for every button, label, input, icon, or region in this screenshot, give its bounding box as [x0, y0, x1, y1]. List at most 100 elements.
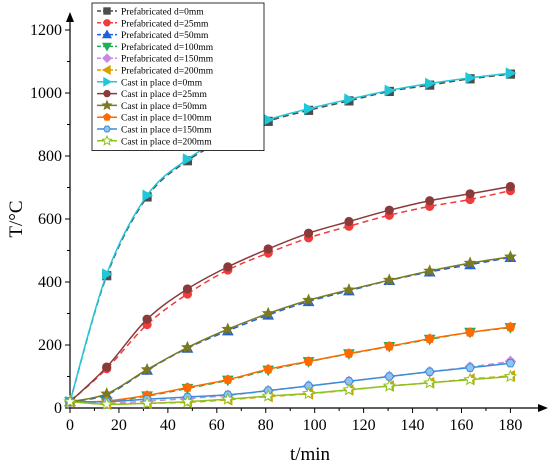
- legend-label: Prefabricated d=150mm: [121, 54, 214, 65]
- data-point-cast-in-place-d-25mm: [465, 189, 475, 199]
- data-point-cast-in-place-d-200mm: [140, 396, 154, 409]
- series-line-cast-in-place-d-100mm: [69, 326, 511, 403]
- data-point-cast-in-place-d-25mm: [142, 314, 152, 324]
- legend-label: Cast in place d=25mm: [121, 90, 207, 100]
- data-point-cast-in-place-d-0mm: [102, 268, 113, 281]
- legend-item-prefabricated-d-50mm: Prefabricated d=50mm: [97, 29, 209, 41]
- legend-item-cast-in-place-d-25mm: Cast in place d=25mm: [97, 89, 207, 100]
- legend-swatch-marker: [103, 89, 111, 98]
- data-point-cast-in-place-d-150mm: [303, 381, 314, 391]
- legend-label: Cast in place d=200mm: [121, 137, 212, 147]
- legend-swatch-marker: [102, 112, 112, 121]
- x-tick-label: 120: [352, 417, 376, 434]
- legend-label: Prefabricated d=200mm: [121, 66, 214, 77]
- data-point-cast-in-place-d-0mm: [303, 102, 315, 115]
- legend-swatch-marker: [103, 76, 113, 87]
- data-point-cast-in-place-d-0mm: [505, 67, 517, 80]
- legend-swatch-marker: [101, 65, 111, 75]
- data-point-cast-in-place-d-200mm: [503, 369, 518, 383]
- data-point-cast-in-place-d-100mm: [384, 341, 395, 351]
- data-point-cast-in-place-d-25mm: [102, 362, 112, 372]
- data-point-cast-in-place-d-25mm: [182, 284, 193, 294]
- legend-item-prefabricated-d-200mm: Prefabricated d=200mm: [97, 65, 214, 77]
- data-point-cast-in-place-d-150mm: [465, 363, 475, 372]
- data-point-cast-in-place-d-50mm: [382, 273, 396, 286]
- x-tick-label: 60: [209, 417, 225, 434]
- legend-swatch-marker: [102, 53, 112, 64]
- legend-label: Prefabricated d=50mm: [121, 30, 209, 41]
- data-point-cast-in-place-d-100mm: [424, 333, 435, 343]
- axes-layer: 0 20 40 60 80 100 120 140 160 180 0 200 400 600 800 100…: [30, 12, 548, 434]
- series-cast-in-place-d-50mm: [63, 250, 517, 408]
- series-line-cast-in-place-d-50mm: [69, 256, 511, 403]
- y-tick-label: 1000: [30, 85, 62, 102]
- data-point-cast-in-place-d-0mm: [465, 72, 477, 84]
- data-point-cast-in-place-d-25mm: [384, 205, 394, 215]
- data-point-cast-in-place-d-50mm: [261, 306, 275, 319]
- legend-label: Cast in place d=150mm: [121, 126, 212, 136]
- data-point-cast-in-place-d-200mm: [342, 382, 356, 396]
- legend-frame: [91, 2, 265, 152]
- data-point-cast-in-place-d-50mm: [140, 362, 154, 376]
- data-point-cast-in-place-d-200mm: [63, 394, 77, 408]
- data-point-cast-in-place-d-0mm: [384, 84, 396, 97]
- y-tick-label: 400: [38, 274, 62, 291]
- x-axis-title: t/min: [290, 444, 331, 465]
- legend-item-prefabricated-d-25mm: Prefabricated d=25mm: [97, 18, 209, 29]
- data-point-cast-in-place-d-0mm: [425, 77, 436, 90]
- legend-swatch-marker: [103, 125, 111, 133]
- series-cast-in-place-d-200mm: [63, 369, 518, 410]
- legend-item-prefabricated-d-150mm: Prefabricated d=150mm: [97, 53, 214, 65]
- x-tick-label: 40: [160, 417, 176, 434]
- data-point-cast-in-place-d-25mm: [223, 262, 233, 272]
- data-point-cast-in-place-d-50mm: [221, 322, 235, 335]
- data-point-cast-in-place-d-200mm: [301, 386, 316, 400]
- y-tick-label: 1200: [30, 22, 62, 39]
- data-point-cast-in-place-d-25mm: [344, 216, 354, 227]
- y-tick-label: 200: [38, 337, 62, 354]
- legend-label: Prefabricated d=25mm: [121, 18, 209, 29]
- series-line-cast-in-place-d-25mm: [69, 185, 511, 403]
- x-tick-label: 100: [303, 417, 327, 434]
- data-point-cast-in-place-d-100mm: [303, 356, 314, 366]
- legend-label: Cast in place d=50mm: [121, 102, 207, 112]
- data-point-cast-in-place-d-0mm: [344, 93, 355, 106]
- data-point-cast-in-place-d-100mm: [263, 364, 274, 374]
- data-point-cast-in-place-d-25mm: [303, 228, 314, 238]
- data-point-cast-in-place-d-50mm: [463, 256, 477, 269]
- data-point-cast-in-place-d-150mm: [384, 372, 395, 381]
- legend-label: Cast in place d=0mm: [121, 78, 203, 88]
- y-tick-label: 800: [38, 148, 62, 165]
- x-tick-label: 20: [111, 417, 127, 434]
- x-tick-label: 80: [258, 417, 274, 434]
- legend-swatch-marker: [103, 19, 111, 27]
- legend-item-cast-in-place-d-150mm: Cast in place d=150mm: [97, 126, 212, 136]
- data-point-cast-in-place-d-200mm: [382, 378, 396, 392]
- legend-swatch-marker: [102, 42, 112, 52]
- data-point-cast-in-place-d-50mm: [181, 340, 194, 353]
- y-axis-title: T/°C: [6, 200, 27, 237]
- data-point-cast-in-place-d-50mm: [504, 250, 517, 263]
- legend-label: Prefabricated d=100mm: [121, 42, 214, 53]
- data-point-cast-in-place-d-50mm: [423, 264, 437, 277]
- data-point-cast-in-place-d-200mm: [100, 397, 114, 410]
- data-point-cast-in-place-d-50mm: [302, 293, 315, 306]
- legend-item-cast-in-place-d-50mm: Cast in place d=50mm: [97, 99, 207, 112]
- data-point-cast-in-place-d-200mm: [463, 372, 477, 386]
- data-point-cast-in-place-d-50mm: [342, 283, 356, 296]
- y-tick-label: 0: [54, 400, 62, 417]
- data-point-cast-in-place-d-25mm: [505, 181, 516, 192]
- legend-item-prefabricated-d-100mm: Prefabricated d=100mm: [97, 42, 214, 53]
- series-line-cast-in-place-d-150mm: [69, 362, 511, 403]
- data-point-cast-in-place-d-0mm: [182, 153, 194, 166]
- series-line-prefabricated-d-50mm: [69, 256, 511, 403]
- data-point-cast-in-place-d-200mm: [423, 375, 437, 389]
- data-point-cast-in-place-d-150mm: [344, 377, 354, 386]
- x-tick-label: 160: [449, 417, 473, 434]
- y-axis-arrow: [66, 12, 74, 22]
- data-point-cast-in-place-d-100mm: [465, 327, 475, 337]
- legend-swatch-marker: [101, 134, 113, 146]
